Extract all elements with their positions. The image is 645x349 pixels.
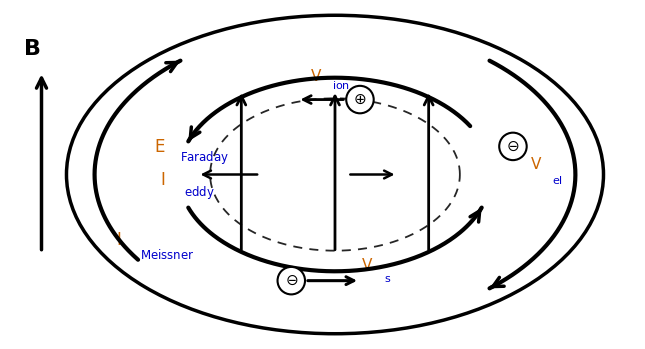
Text: $\ominus$: $\ominus$ — [506, 139, 520, 154]
Text: B: B — [24, 39, 41, 59]
Text: $\mathrm{Meissner}$: $\mathrm{Meissner}$ — [140, 248, 195, 262]
Text: $\mathrm{V}$: $\mathrm{V}$ — [361, 257, 373, 273]
Circle shape — [277, 267, 305, 295]
Circle shape — [346, 86, 373, 113]
Text: $\mathrm{ion}$: $\mathrm{ion}$ — [332, 80, 350, 91]
Text: $\mathrm{el}$: $\mathrm{el}$ — [551, 174, 562, 186]
Text: $\ominus$: $\ominus$ — [284, 273, 298, 288]
Text: $\mathrm{V}$: $\mathrm{V}$ — [310, 68, 322, 84]
Text: $\mathrm{V}$: $\mathrm{V}$ — [530, 156, 542, 172]
Circle shape — [499, 133, 527, 160]
Text: $\mathrm{I}$: $\mathrm{I}$ — [160, 171, 165, 189]
Text: $\mathrm{Faraday}$: $\mathrm{Faraday}$ — [180, 149, 230, 166]
Text: $\mathrm{E}$: $\mathrm{E}$ — [154, 138, 165, 156]
Text: $\mathrm{eddy}$: $\mathrm{eddy}$ — [184, 184, 215, 201]
Text: $\mathrm{s}$: $\mathrm{s}$ — [384, 274, 391, 284]
Text: $\oplus$: $\oplus$ — [353, 92, 366, 107]
Text: $\mathrm{I}$: $\mathrm{I}$ — [117, 231, 122, 250]
